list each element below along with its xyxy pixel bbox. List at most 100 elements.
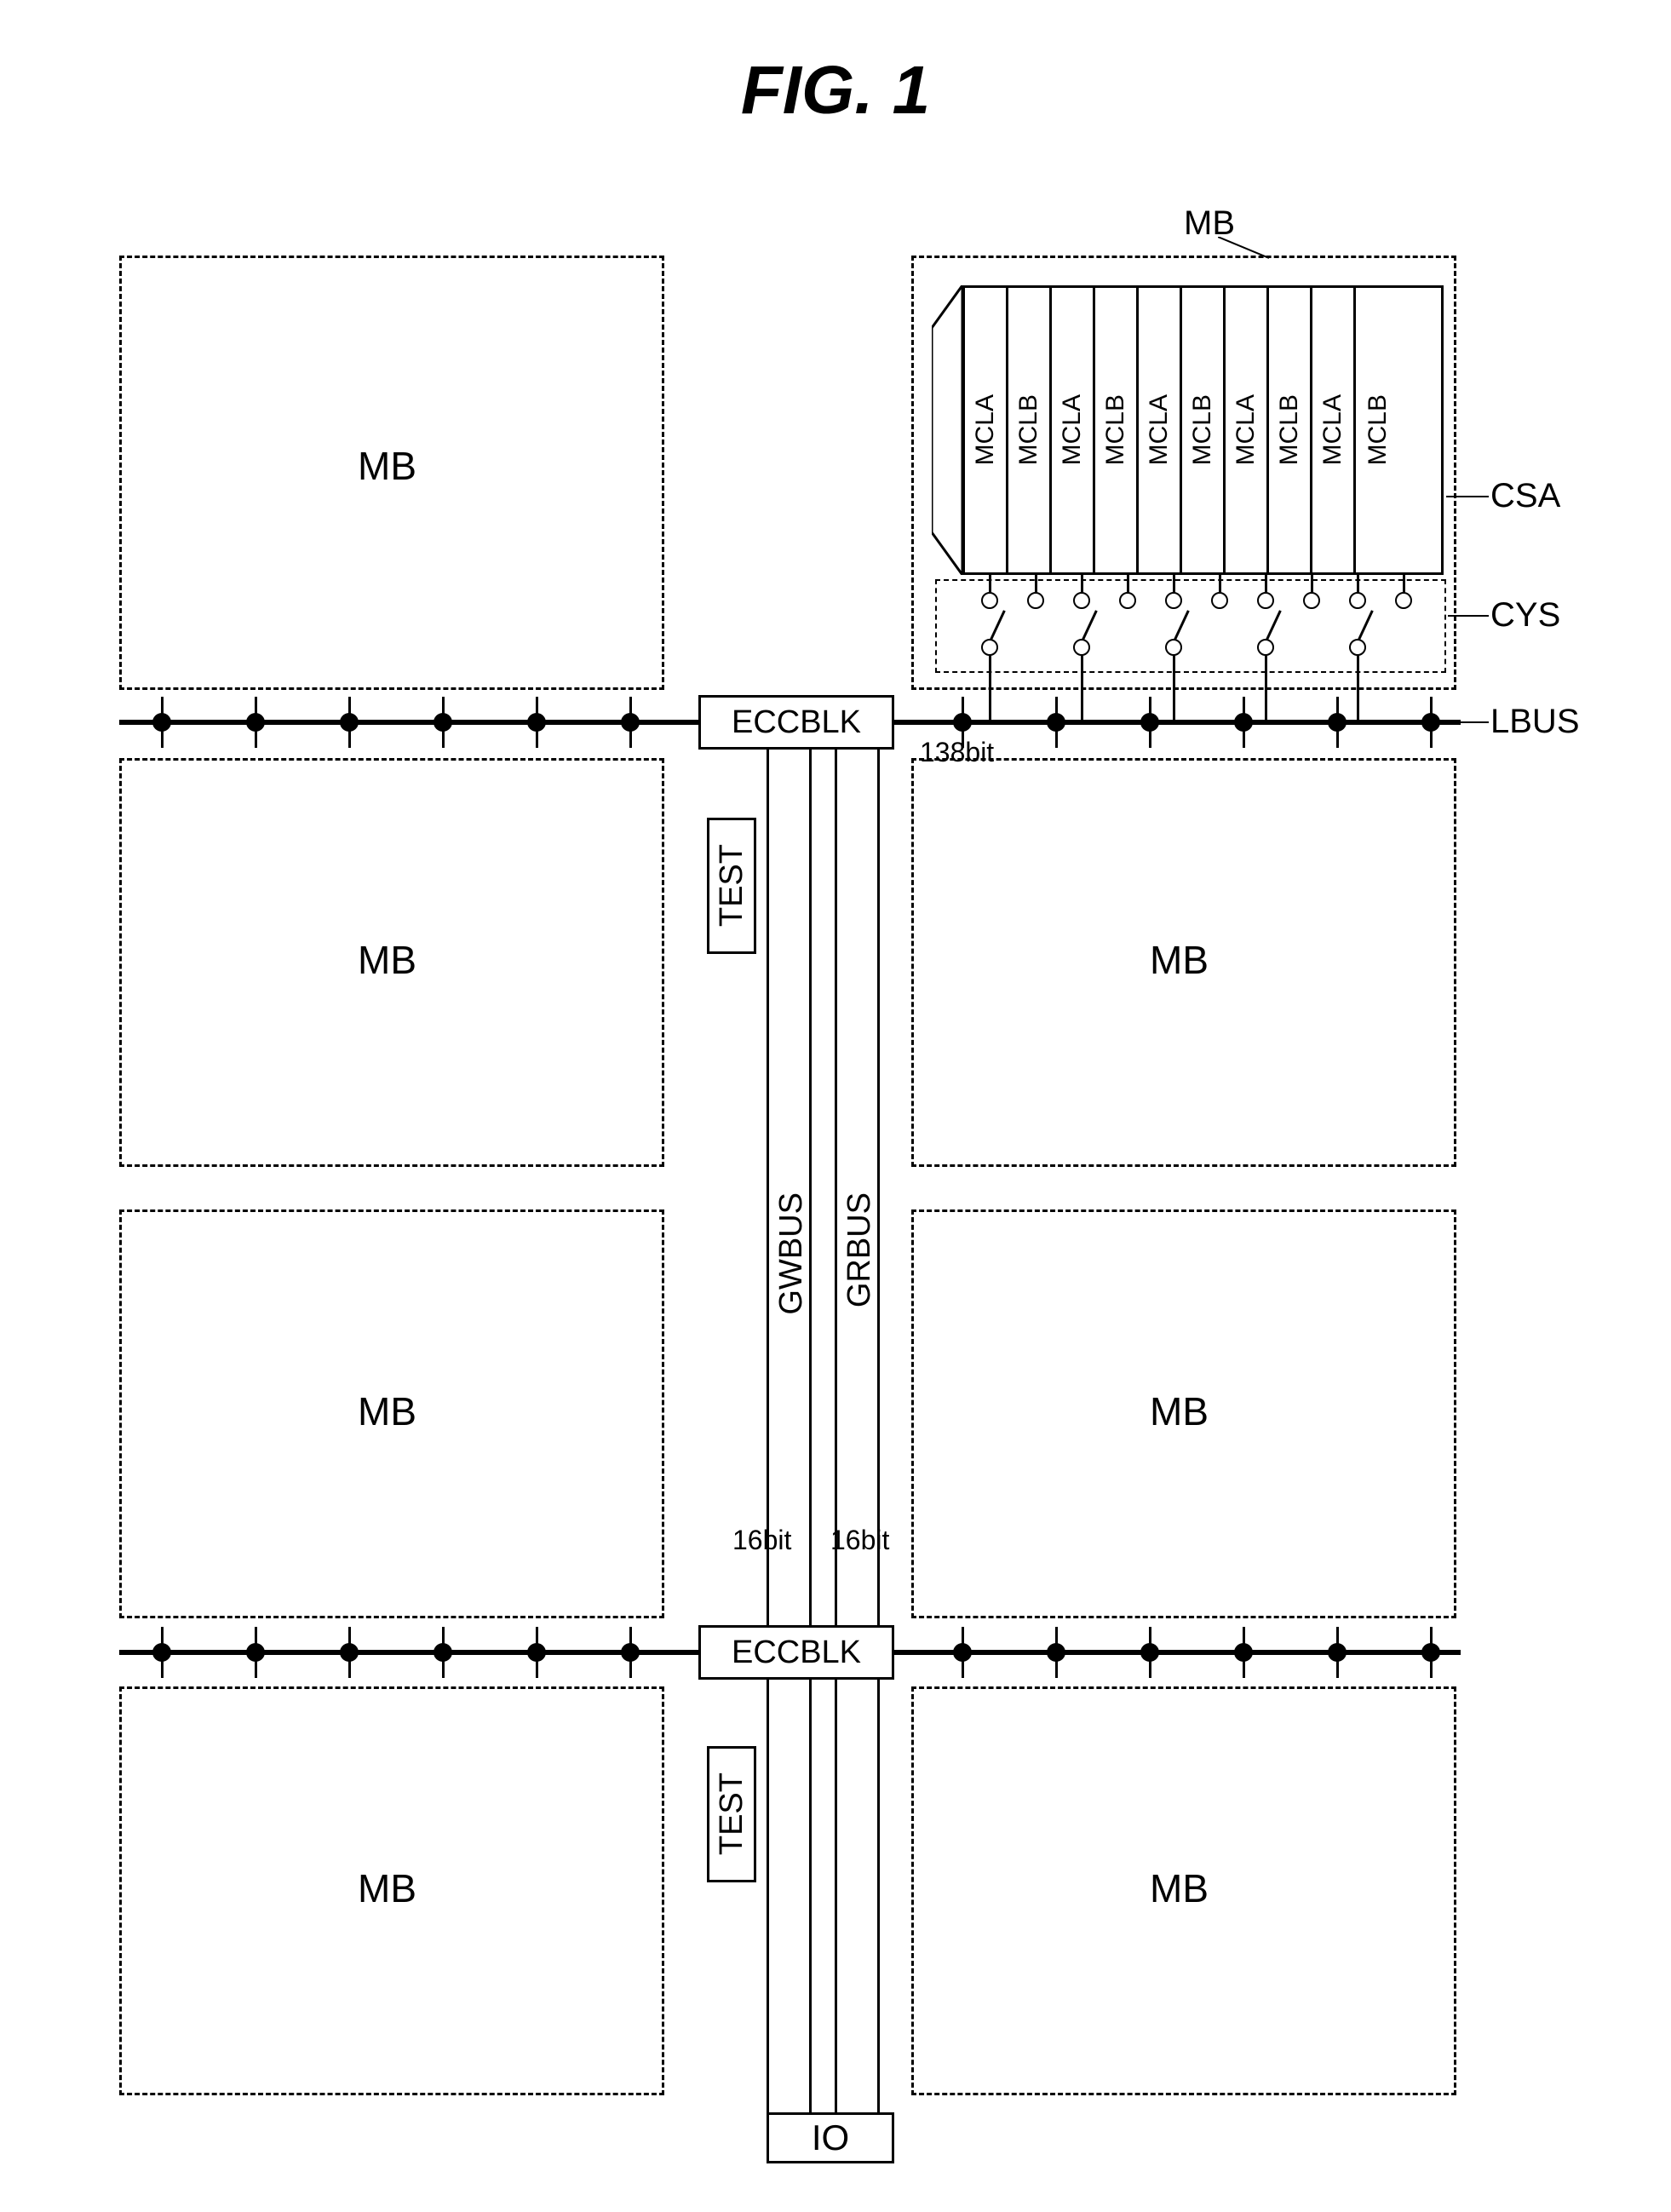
bus-stub — [536, 722, 538, 748]
switch-terminal — [1395, 592, 1412, 609]
bus-stub — [1243, 1652, 1245, 1678]
switch-terminal — [1211, 592, 1228, 609]
vertical-bus-line — [809, 750, 812, 2146]
bus-stub — [1336, 1652, 1339, 1678]
bus-stub — [1243, 697, 1245, 722]
bus-stub — [1336, 722, 1339, 748]
bus-stub — [255, 722, 257, 748]
mb-label: MB — [1150, 1865, 1209, 1911]
bus-stub — [629, 697, 632, 722]
mb-label: MB — [1150, 937, 1209, 983]
switch-terminal — [1027, 592, 1044, 609]
bus-stub — [161, 697, 164, 722]
bus-stub — [348, 1627, 351, 1652]
switch-terminal — [1073, 639, 1090, 656]
bus-stub — [962, 1652, 964, 1678]
bus-stub — [442, 722, 445, 748]
mb-label: MB — [358, 937, 416, 983]
csa-cell: MCLA — [1312, 288, 1356, 572]
io-block: IO — [767, 2112, 894, 2163]
label-138bit: 138bit — [920, 737, 994, 768]
label-16bit-left: 16bit — [732, 1525, 791, 1556]
bus-stub — [1430, 697, 1433, 722]
switch-terminal — [1303, 592, 1320, 609]
csa-trapezoid — [932, 285, 962, 575]
switch-wire — [1265, 654, 1267, 720]
switch-terminal — [981, 639, 998, 656]
switch-terminal — [1165, 592, 1182, 609]
bus-stub — [1430, 1627, 1433, 1652]
csa-cell: MCLA — [965, 288, 1008, 572]
test-block: TEST — [707, 1746, 756, 1882]
bus-stub — [1055, 1652, 1058, 1678]
bus-stub — [442, 1627, 445, 1652]
bus-stub — [1149, 1627, 1151, 1652]
switch-wire — [1035, 575, 1037, 594]
bus-stub — [1336, 697, 1339, 722]
mb-label: MB — [358, 1388, 416, 1434]
bus-stub — [161, 1627, 164, 1652]
csa-grid: MCLAMCLBMCLAMCLBMCLAMCLBMCLAMCLBMCLAMCLB — [962, 285, 1444, 575]
figure-title: FIG. 1 — [741, 51, 930, 129]
mb-label: MB — [358, 443, 416, 489]
diagram-area: MBMBMBMBMBMBMB ECCBLKECCBLK TESTTEST IO … — [119, 221, 1550, 2163]
bus-stub — [629, 1652, 632, 1678]
mb-label: MB — [358, 1865, 416, 1911]
csa-cell: MCLB — [1356, 288, 1399, 572]
switch-wire — [1357, 575, 1359, 594]
csa-cell: MCLB — [1269, 288, 1312, 572]
switch-wire — [1081, 575, 1083, 594]
bus-stub — [1430, 722, 1433, 748]
switch-terminal — [1119, 592, 1136, 609]
switch-terminal — [1349, 639, 1366, 656]
bus-stub — [962, 1627, 964, 1652]
csa-cell: MCLB — [1095, 288, 1139, 572]
switch-wire — [989, 654, 991, 720]
cys-block — [935, 579, 1446, 673]
annot-lbus: LBUS — [1490, 703, 1580, 741]
csa-cell: MCLB — [1008, 288, 1052, 572]
annot-lbus-line — [1461, 721, 1489, 723]
bus-stub — [442, 697, 445, 722]
bus-stub — [1055, 697, 1058, 722]
csa-cell: MCLA — [1052, 288, 1095, 572]
label-16bit-right: 16bit — [830, 1525, 889, 1556]
mb-label: MB — [1150, 1388, 1209, 1434]
bus-stub — [536, 1627, 538, 1652]
vertical-bus-line — [835, 750, 837, 2146]
io-label: IO — [812, 2117, 849, 2158]
switch-wire — [1127, 575, 1129, 594]
vertical-bus-line — [877, 750, 880, 2146]
bus-stub — [1149, 722, 1151, 748]
annot-mb-leader — [1218, 237, 1269, 262]
csa-cell: MCLA — [1139, 288, 1182, 572]
bus-stub — [1243, 722, 1245, 748]
bus-stub — [536, 697, 538, 722]
bus-stub — [442, 1652, 445, 1678]
annot-csa: CSA — [1490, 477, 1560, 515]
switch-terminal — [1349, 592, 1366, 609]
switch-terminal — [1257, 592, 1274, 609]
grbus-label: GRBUS — [841, 1192, 878, 1307]
csa-cell: MCLA — [1226, 288, 1269, 572]
bus-stub — [962, 697, 964, 722]
switch-terminal — [1257, 639, 1274, 656]
switch-wire — [1357, 654, 1359, 720]
switch-wire — [989, 575, 991, 594]
bus-stub — [629, 1627, 632, 1652]
test-block: TEST — [707, 818, 756, 954]
bus-stub — [1149, 697, 1151, 722]
bus-stub — [255, 697, 257, 722]
bus-stub — [348, 722, 351, 748]
vertical-bus-line — [767, 750, 769, 2146]
bus-stub — [348, 697, 351, 722]
switch-terminal — [1073, 592, 1090, 609]
csa-cell: MCLB — [1182, 288, 1226, 572]
switch-wire — [1311, 575, 1313, 594]
annot-cys: CYS — [1490, 596, 1560, 635]
bus-stub — [348, 1652, 351, 1678]
switch-terminal — [981, 592, 998, 609]
switch-wire — [1265, 575, 1267, 594]
switch-wire — [1173, 575, 1175, 594]
annot-cys-line — [1448, 615, 1489, 617]
